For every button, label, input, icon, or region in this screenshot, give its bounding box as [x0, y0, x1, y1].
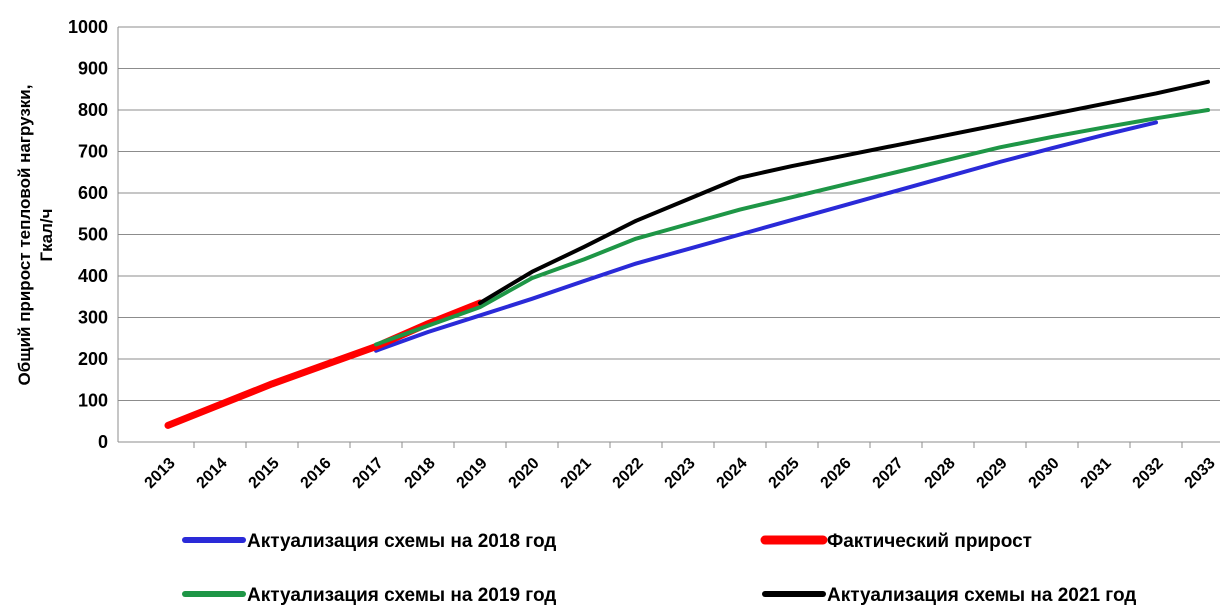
x-tick-label: 2015: [246, 455, 283, 492]
y-tick-label: 600: [78, 183, 108, 203]
x-tick-label: 2017: [350, 455, 387, 492]
x-tick-label: 2024: [714, 455, 751, 492]
x-tick-label: 2014: [194, 455, 231, 492]
x-tick-label: 2026: [818, 455, 855, 492]
y-tick-label: 100: [78, 391, 108, 411]
series-line: [374, 108, 1210, 347]
y-tick-label: 1000: [68, 17, 108, 37]
legend-label: Актуализация схемы на 2019 год: [247, 585, 556, 606]
y-tick-label: 400: [78, 266, 108, 286]
x-tick-label: 2025: [766, 455, 803, 492]
x-tick-label: 2031: [1078, 455, 1115, 492]
y-tick-label: 900: [78, 59, 108, 79]
y-axis-label: Гкал/ч: [37, 209, 56, 262]
y-tick-label: 700: [78, 142, 108, 162]
x-tick-label: 2018: [402, 455, 439, 492]
series-line: [164, 299, 484, 429]
y-tick-label: 300: [78, 308, 108, 328]
x-tick-label: 2013: [142, 455, 179, 492]
x-tick-label: 2032: [1130, 455, 1167, 492]
x-tick-label: 2030: [1026, 455, 1063, 492]
x-tick-label: 2016: [298, 455, 335, 492]
y-tick-label: 800: [78, 100, 108, 120]
x-tick-label: 2022: [610, 455, 647, 492]
legend-label: Актуализация схемы на 2021 год: [827, 585, 1136, 606]
x-tick-label: 2021: [558, 455, 595, 492]
x-tick-label: 2023: [662, 455, 699, 492]
x-tick-label: 2020: [506, 455, 543, 492]
x-tick-label: 2033: [1182, 455, 1219, 492]
legend-label: Актуализация схемы на 2018 год: [247, 531, 556, 552]
y-axis-label: Общий прирост тепловой нагрузки,: [15, 85, 34, 386]
legend-label: Фактический прирост: [827, 531, 1032, 552]
x-tick-label: 2019: [454, 455, 491, 492]
y-tick-label: 200: [78, 349, 108, 369]
y-tick-label: 500: [78, 225, 108, 245]
x-tick-label: 2027: [870, 455, 907, 492]
series-line: [478, 79, 1210, 305]
series-line: [374, 120, 1158, 353]
x-tick-label: 2029: [974, 455, 1011, 492]
x-tick-label: 2028: [922, 455, 959, 492]
y-tick-label: 0: [98, 432, 108, 452]
